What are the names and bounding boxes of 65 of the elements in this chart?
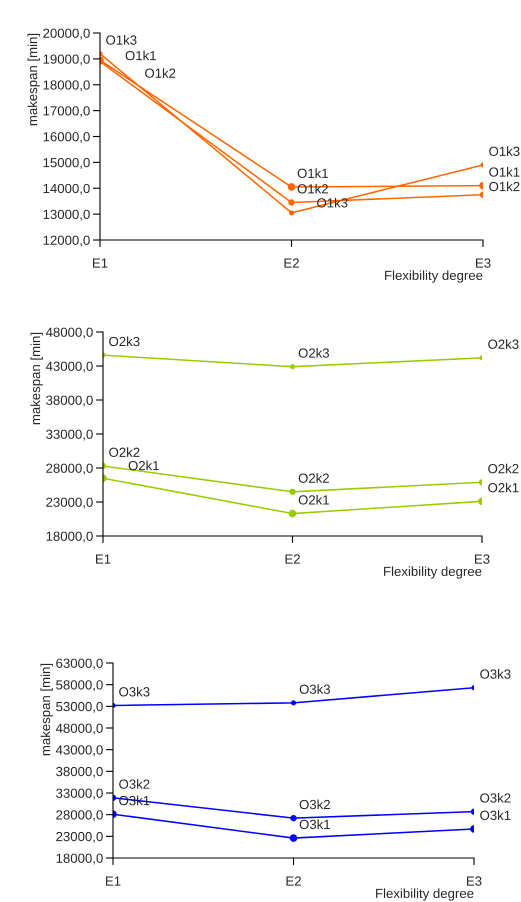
y-tick-label: 43000,0	[46, 362, 93, 372]
series-label: O3k3	[300, 684, 330, 694]
y-tick-label: 58000,0	[56, 680, 103, 692]
text: O2k3	[488, 339, 519, 349]
y-tick-label: 48000,0	[46, 328, 93, 338]
series-label: O2k2	[298, 473, 329, 483]
text: O2k1	[488, 482, 518, 492]
y-tick-label: 33000,0	[46, 430, 93, 440]
series-label: O3k1	[300, 819, 330, 830]
y-tick-label: 20000,0	[43, 28, 90, 40]
x-tick-label: E2	[286, 876, 301, 886]
series-label: O1k1	[298, 168, 328, 178]
y-tick-label: 53000,0	[56, 702, 103, 713]
text: O3k2	[480, 792, 510, 803]
y-tick-label: 28000,0	[46, 464, 93, 474]
series-label: O2k3	[298, 348, 330, 358]
text: O2k1	[128, 460, 159, 470]
x-tick-label: E1	[106, 876, 120, 886]
y-axis-title: makespan [min]	[40, 664, 53, 756]
y-tick-label: 43000,0	[56, 745, 103, 756]
y-axis-title: makespan [min]	[28, 34, 40, 126]
text: O2k2	[488, 464, 518, 474]
x-tick-label: E3	[467, 876, 482, 886]
y-tick-label: 19000,0	[44, 54, 90, 66]
y-tick-label: 16000,0	[44, 132, 90, 143]
x-tick-label: E2	[286, 554, 300, 564]
text: O1k3	[489, 146, 520, 156]
y-tick-label: 17000,0	[44, 106, 90, 118]
y-tick-label: 18000,0	[56, 854, 103, 864]
x-axis-title: Flexibility degree	[384, 566, 482, 579]
series-label: O2k1	[298, 494, 329, 505]
y-tick-label: 28000,0	[56, 810, 103, 822]
y-tick-label: 14000,0	[44, 184, 90, 195]
y-tick-label: 15000,0	[44, 158, 90, 169]
text: O3k1	[480, 810, 510, 820]
text: O2k3	[109, 336, 140, 346]
y-tick-label: 13000,0	[44, 210, 90, 221]
text: O3k3	[480, 669, 511, 679]
y-tick-label: 63000,0	[56, 658, 103, 670]
y-tick-label: 38000,0	[46, 396, 93, 406]
y-tick-label: 12000,0	[44, 236, 90, 246]
y-tick-label: 18000,0	[44, 80, 90, 92]
x-tick-label: E2	[284, 258, 299, 268]
y-tick-label: 33000,0	[56, 788, 103, 800]
x-axis-title: Flexibility degree	[376, 888, 474, 901]
y-tick-label: 23000,0	[56, 832, 103, 843]
text: O1k1	[126, 50, 156, 60]
series-label: O3k2	[300, 799, 330, 810]
y-tick-label: 23000,0	[46, 498, 93, 508]
y-axis-title: makespan [min]	[30, 332, 43, 424]
text: O3k3	[119, 686, 150, 697]
y-tick-label: 38000,0	[56, 766, 103, 778]
x-tick-label: E3	[475, 554, 490, 564]
text: O1k1	[489, 167, 520, 177]
series-label: O1k2	[489, 182, 520, 192]
y-tick-label: 48000,0	[56, 724, 103, 734]
x-tick-label: E1	[93, 258, 108, 268]
y-tick-label: 18000,0	[46, 532, 93, 542]
x-axis-title: Flexibility degree	[385, 270, 482, 283]
text: O2k2	[109, 447, 140, 457]
text: O1k2	[145, 68, 176, 78]
text: O3k2	[119, 779, 150, 789]
x-tick-label: E1	[96, 554, 110, 564]
x-tick-label: E3	[476, 258, 490, 268]
text: O1k3	[106, 35, 137, 45]
